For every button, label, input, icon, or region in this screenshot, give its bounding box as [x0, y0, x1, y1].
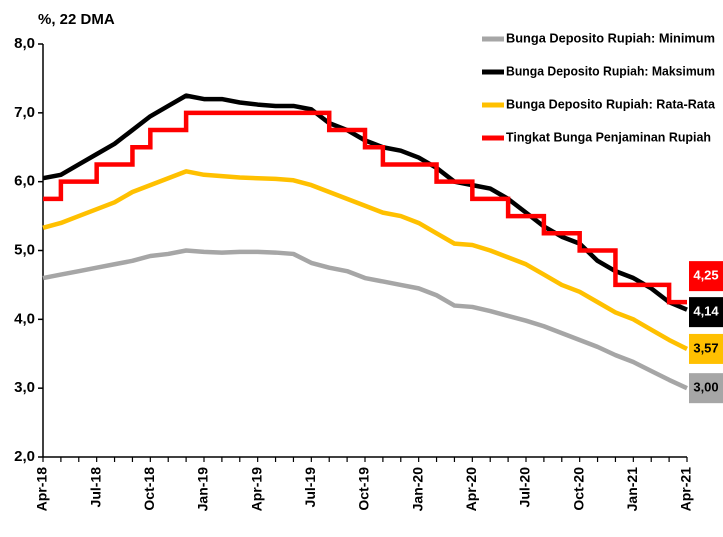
x-tick-label: Oct-18	[141, 467, 157, 511]
y-tick-label: 7,0	[14, 104, 35, 121]
series-line	[42, 248, 688, 391]
x-tick-label: Jul-20	[517, 467, 533, 508]
legend-label: Bunga Deposito Rupiah: Rata-Rata	[506, 97, 716, 111]
x-tick-label: Apr-20	[463, 467, 479, 512]
x-tick-label: Jan-19	[195, 467, 211, 512]
x-tick-label: Jul-18	[87, 467, 103, 508]
x-tick-label: Apr-19	[248, 467, 264, 512]
end-label-box	[689, 333, 723, 364]
legend-label: Tingkat Bunga Penjaminan Rupiah	[506, 130, 711, 144]
y-tick-label: 8,0	[14, 35, 35, 52]
x-tick-label: Apr-21	[678, 467, 694, 512]
x-tick-label: Jan-21	[624, 467, 640, 512]
legend-label: Bunga Deposito Rupiah: Maksimum	[506, 64, 715, 78]
end-label: 3,00	[693, 380, 718, 395]
x-tick-label: Jan-20	[409, 467, 425, 512]
y-tick-label: 3,0	[14, 379, 35, 396]
x-tick-label: Apr-18	[34, 467, 50, 512]
end-label: 4,25	[693, 268, 718, 283]
series-line	[43, 110, 687, 305]
chart-title: %, 22 DMA	[38, 11, 115, 28]
end-label: 4,14	[693, 304, 719, 319]
y-tick-label: 5,0	[14, 241, 35, 258]
x-tick-label: Oct-19	[356, 467, 372, 511]
end-label-box	[689, 373, 723, 404]
y-tick-label: 6,0	[14, 173, 35, 190]
x-tick-label: Oct-20	[570, 467, 586, 511]
legend-label: Bunga Deposito Rupiah: Minimum	[506, 31, 715, 45]
end-label: 3,57	[693, 340, 718, 355]
y-tick-label: 2,0	[14, 448, 35, 465]
y-tick-label: 4,0	[14, 310, 35, 327]
end-label-box	[689, 297, 723, 328]
end-label-box	[689, 261, 723, 292]
series-line	[42, 169, 689, 351]
x-tick-label: Jul-19	[302, 467, 318, 508]
